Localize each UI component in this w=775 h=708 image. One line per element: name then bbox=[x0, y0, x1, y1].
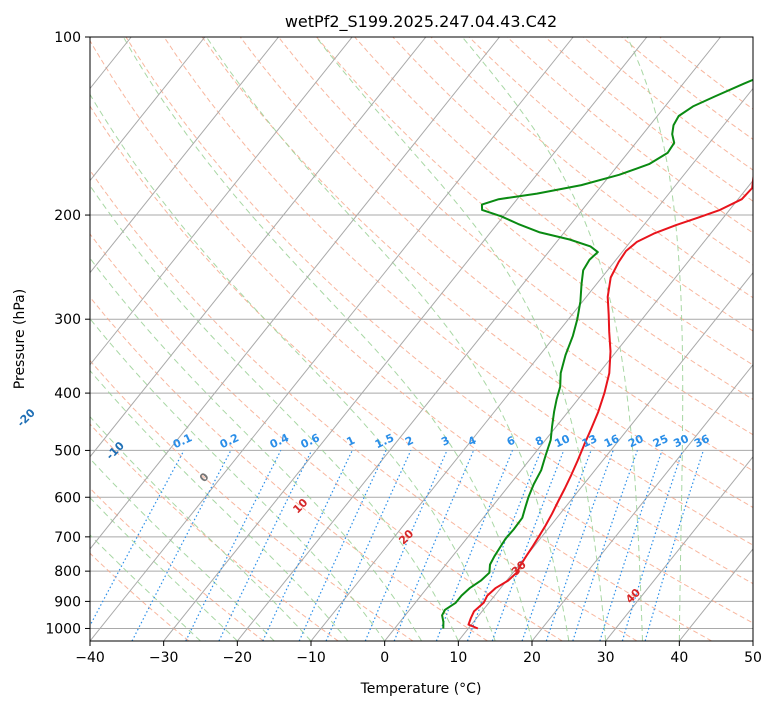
mixing-ratio-line bbox=[435, 450, 514, 641]
y-tick-label: 700 bbox=[54, 530, 81, 546]
mixing-ratio-label: 20 bbox=[626, 432, 646, 450]
mixing-ratio-line bbox=[393, 450, 475, 641]
dry-adiabat bbox=[239, 37, 753, 472]
moist-adiabat bbox=[90, 184, 459, 641]
x-tick-label: 20 bbox=[523, 650, 541, 666]
mixing-ratio-line bbox=[90, 450, 185, 627]
isotherm bbox=[605, 456, 753, 641]
x-tick-label: −40 bbox=[75, 650, 105, 666]
x-axis: −40 −30 −20 −10 0 10 20 30 40 50 bbox=[75, 641, 762, 666]
y-tick-label: 200 bbox=[54, 208, 81, 224]
mixing-ratio-label: 25 bbox=[651, 432, 670, 450]
y-tick-label: 900 bbox=[54, 594, 81, 610]
y-tick-label: 500 bbox=[54, 443, 81, 459]
x-tick-label: 30 bbox=[597, 650, 615, 666]
mixing-ratio-line bbox=[325, 450, 412, 641]
dry-adiabat bbox=[354, 37, 753, 366]
isotherm bbox=[163, 37, 648, 641]
moist-adiabat bbox=[90, 93, 496, 641]
dry-adiabat bbox=[90, 39, 753, 624]
y-tick-label: 800 bbox=[54, 564, 81, 580]
x-tick-label: 10 bbox=[449, 650, 467, 666]
plot-frame bbox=[89, 36, 754, 642]
isotherm bbox=[90, 37, 500, 550]
mixing-ratio-label: 10 bbox=[553, 432, 573, 450]
x-axis-label: Temperature (°C) bbox=[360, 681, 482, 697]
y-axis: 100 200 300 400 500 600 700 800 900 1000 bbox=[45, 30, 90, 637]
mixing-ratio-label: 30 bbox=[671, 432, 691, 450]
y-tick-label: 400 bbox=[54, 386, 81, 402]
y-tick-label: 600 bbox=[54, 490, 81, 506]
moist-adiabat bbox=[461, 37, 643, 641]
moist-adiabat bbox=[90, 257, 422, 641]
y-axis-label: Pressure (hPa) bbox=[12, 289, 28, 389]
dry-adiabat bbox=[90, 105, 712, 641]
dry-adiabat bbox=[201, 37, 753, 509]
isotherm bbox=[457, 271, 753, 641]
isotherm bbox=[90, 37, 427, 458]
isotherm bbox=[90, 37, 574, 641]
dry-adiabat bbox=[163, 37, 753, 546]
mixing-ratio-line bbox=[572, 450, 638, 641]
y-tick-label: 1000 bbox=[45, 621, 81, 637]
dry-adiabat bbox=[582, 37, 753, 171]
x-tick-label: 0 bbox=[380, 650, 389, 666]
moist-adiabat bbox=[315, 37, 607, 641]
moist-adiabat bbox=[90, 317, 386, 641]
mixing-ratio-line bbox=[599, 450, 663, 641]
isotherm bbox=[90, 37, 353, 366]
moist-adiabat bbox=[90, 534, 201, 641]
mixing-ratio-line bbox=[521, 450, 592, 641]
background-lines bbox=[90, 37, 753, 641]
moist-adiabat bbox=[90, 369, 349, 641]
dewpoint-profile bbox=[441, 78, 753, 629]
moist-adiabat bbox=[90, 497, 238, 641]
dry-adiabat bbox=[90, 296, 488, 641]
isotherm bbox=[236, 37, 721, 641]
isotherm bbox=[531, 363, 753, 641]
x-tick-label: −20 bbox=[223, 650, 253, 666]
x-tick-label: −30 bbox=[149, 650, 179, 666]
isotherm bbox=[310, 87, 753, 641]
mixing-ratio-line bbox=[466, 450, 542, 641]
mixing-ratio-line bbox=[491, 450, 565, 641]
moist-adiabat bbox=[626, 37, 684, 641]
y-tick-label: 100 bbox=[54, 30, 81, 46]
dry-adiabat bbox=[90, 359, 414, 641]
isotherm bbox=[90, 37, 206, 182]
profile-lines bbox=[441, 78, 753, 630]
moist-adiabat bbox=[205, 37, 570, 641]
mixing-ratio-label: 36 bbox=[692, 432, 712, 450]
chart-title: wetPf2_S199.2025.247.04.43.C42 bbox=[285, 12, 557, 32]
dry-adiabat bbox=[468, 37, 753, 266]
temperature-profile bbox=[467, 174, 753, 630]
moist-adiabat bbox=[90, 457, 275, 641]
dry-adiabat bbox=[125, 37, 753, 585]
isotherm bbox=[384, 179, 753, 641]
mixing-ratio-line bbox=[364, 450, 448, 641]
mixing-ratio-line bbox=[545, 450, 614, 641]
mixing-ratio-line bbox=[185, 450, 282, 641]
isotherm bbox=[90, 37, 279, 274]
dry-adiabat bbox=[544, 37, 753, 202]
x-tick-label: 40 bbox=[670, 650, 688, 666]
dry-adiabat bbox=[315, 37, 753, 401]
dry-adiabat bbox=[90, 423, 339, 641]
mixing-ratio-label: 16 bbox=[602, 432, 622, 450]
x-tick-label: −10 bbox=[296, 650, 326, 666]
x-tick-label: 50 bbox=[744, 650, 762, 666]
mixing-ratio-label: 13 bbox=[580, 432, 599, 450]
moist-adiabat bbox=[122, 37, 533, 641]
dry-adiabat bbox=[392, 37, 753, 332]
y-tick-label: 300 bbox=[54, 312, 81, 328]
mixing-ratio-line bbox=[621, 450, 684, 641]
mixing-ratio-line bbox=[644, 450, 704, 641]
